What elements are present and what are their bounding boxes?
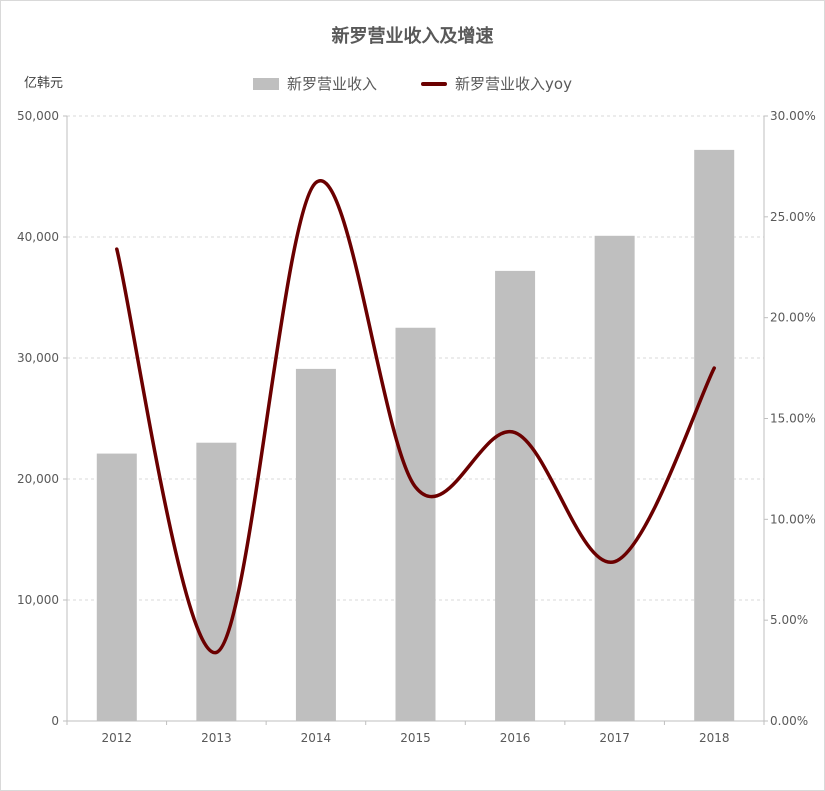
revenue-bar xyxy=(96,453,137,721)
x-axis-tick-label: 2017 xyxy=(599,731,630,745)
left-axis-tick-label: 30,000 xyxy=(17,351,59,365)
x-axis-tick-label: 2013 xyxy=(201,731,232,745)
right-axis-tick-label: 5.00% xyxy=(770,613,808,627)
revenue-bar xyxy=(495,270,536,721)
yoy-growth-line xyxy=(115,178,716,655)
left-axis-tick-label: 40,000 xyxy=(17,230,59,244)
right-axis-tick-label: 20.00% xyxy=(770,311,816,325)
right-axis-tick-label: 30.00% xyxy=(770,109,816,123)
right-axis-tick-label: 0.00% xyxy=(770,714,808,728)
right-axis-tick-label: 10.00% xyxy=(770,512,816,526)
legend-bar-label: 新罗营业收入 xyxy=(287,75,378,93)
left-axis-tick-label: 50,000 xyxy=(17,109,59,123)
revenue-bar xyxy=(196,442,237,721)
legend-item-line: 新罗营业收入yoy xyxy=(421,73,572,94)
x-axis-tick-label: 2012 xyxy=(102,731,133,745)
x-axis-tick-label: 2015 xyxy=(400,731,431,745)
legend-line-label: 新罗营业收入yoy xyxy=(455,75,572,93)
revenue-bar xyxy=(694,149,735,721)
right-axis-tick-label: 25.00% xyxy=(770,210,816,224)
left-axis-tick-label: 10,000 xyxy=(17,593,59,607)
legend-item-bar: 新罗营业收入 xyxy=(253,73,377,94)
x-axis-tick-label: 2018 xyxy=(699,731,730,745)
chart-title: 新罗营业收入及增速 xyxy=(331,26,494,47)
legend-line-swatch xyxy=(421,81,448,86)
left-axis-tick-label: 20,000 xyxy=(17,472,59,486)
left-axis-unit-label: 亿韩元 xyxy=(24,76,64,91)
revenue-bar xyxy=(395,327,436,721)
revenue-bar xyxy=(295,368,336,721)
x-axis-tick-label: 2014 xyxy=(301,731,332,745)
revenue-bar xyxy=(594,235,635,722)
x-axis-tick-label: 2016 xyxy=(500,731,531,745)
left-axis-tick-label: 0 xyxy=(51,714,59,728)
right-axis-tick-label: 15.00% xyxy=(770,412,816,426)
legend: 新罗营业收入 新罗营业收入yoy xyxy=(0,73,825,94)
legend-bar-swatch xyxy=(253,77,280,90)
